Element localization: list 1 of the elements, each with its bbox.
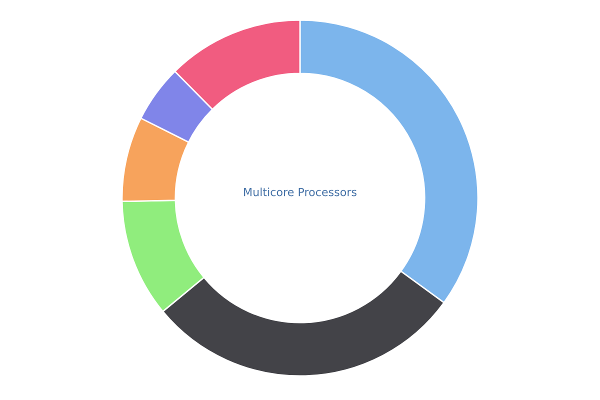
text: Multicore Processors	[244, 188, 356, 196]
